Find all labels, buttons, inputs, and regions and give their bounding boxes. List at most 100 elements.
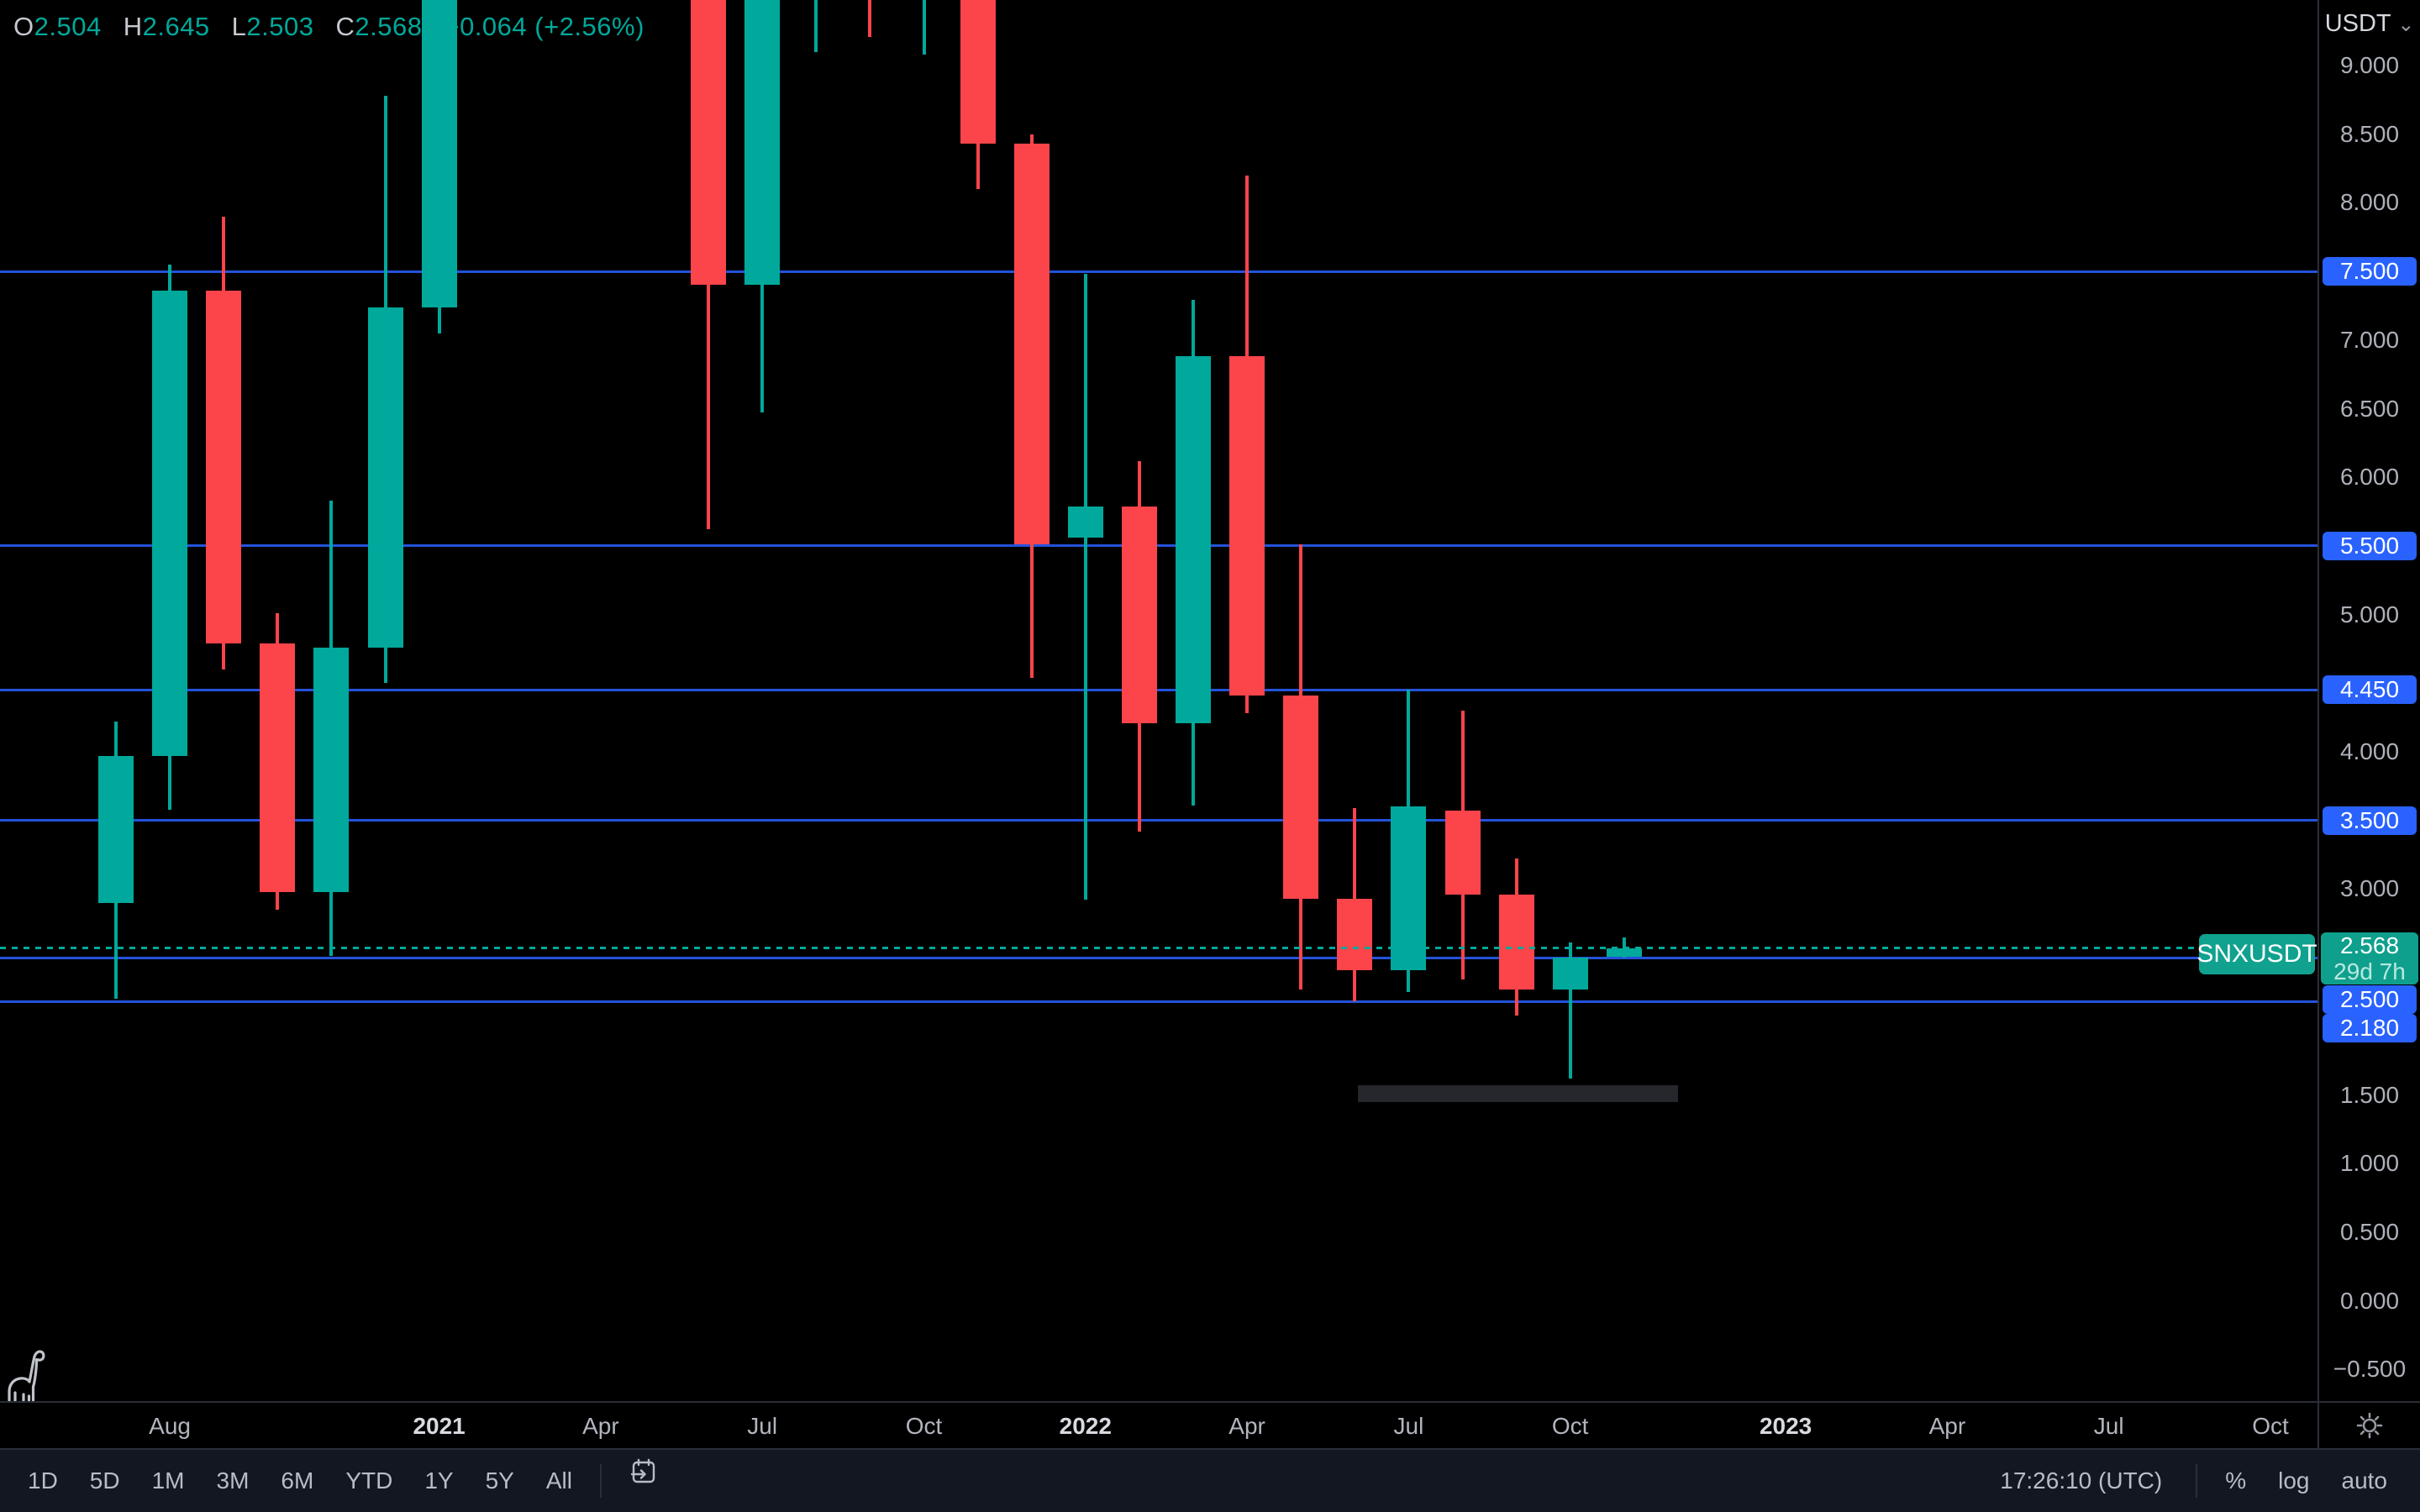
level-label-2.500[interactable]: 2.500 [2323,985,2417,1014]
candle-body-feb-2022 [1121,506,1157,723]
candle-body-aug-2022 [1444,811,1481,895]
price-tick-5.000: 5.000 [2339,601,2400,627]
price-level-line-3.500[interactable] [0,819,2317,822]
price-level-line-4.450[interactable] [0,688,2317,691]
price-tick-−0.500: −0.500 [2333,1356,2407,1383]
price-tick-6.000: 6.000 [2339,464,2400,491]
candle-body-may-2022 [1283,696,1319,899]
high-value: 2.645 [142,12,210,41]
range-button-1m[interactable]: 1M [151,1467,185,1494]
price-tick-4.000: 4.000 [2339,738,2400,764]
level-label-7.500[interactable]: 7.500 [2323,257,2417,286]
candle-wick-sep-2021 [868,0,872,37]
chevron-down-icon: ⌄ [2397,13,2415,36]
candle-body-dec-2021 [1013,144,1050,545]
time-tick-2022[interactable]: 2022 [1059,1413,1112,1439]
symbol-name: SNXUSDT [2196,939,2317,968]
current-price-line [0,947,2317,950]
candle-body-nov-2021 [960,0,996,144]
price-tick-8.000: 8.000 [2339,189,2400,216]
gear-icon [2356,1412,2383,1439]
level-label-2.180[interactable]: 2.180 [2323,1014,2417,1042]
price-tick-7.000: 7.000 [2339,326,2400,353]
level-label-3.500[interactable]: 3.500 [2323,806,2417,835]
candle-body-jul-2021 [744,0,781,286]
auto-scale-button[interactable]: auto [2341,1467,2388,1494]
axis-settings-corner[interactable] [2317,1401,2420,1448]
range-button-3m[interactable]: 3M [216,1467,250,1494]
log-scale-button[interactable]: log [2278,1467,2310,1494]
dinosaur-watermark-icon[interactable] [7,1346,45,1401]
range-button-ytd[interactable]: YTD [345,1467,393,1494]
time-tick-apr[interactable]: Apr [1228,1413,1265,1439]
open-value: 2.504 [34,12,102,41]
level-label-4.450[interactable]: 4.450 [2323,675,2417,705]
candle-body-sep-2022 [1498,894,1534,990]
candle-body-jan-2022 [1067,506,1103,538]
toolbar-divider [2196,1464,2198,1498]
currency-dropdown[interactable]: USDT ⌄ [2319,10,2420,38]
price-level-line-2.180[interactable] [0,1000,2317,1003]
range-button-1y[interactable]: 1Y [424,1467,454,1494]
time-tick-jul[interactable]: Jul [747,1413,778,1439]
open-label: O [13,12,34,41]
session-clock[interactable]: 17:26:10 (UTC) [2000,1467,2163,1494]
candle-wick-aug-2021 [814,0,818,52]
time-tick-aug[interactable]: Aug [149,1413,192,1439]
time-tick-oct[interactable]: Oct [1551,1413,1589,1439]
price-tick-6.500: 6.500 [2339,395,2400,422]
candle-body-nov-2022 [1606,948,1642,958]
candle-body-dec-2020 [367,307,403,648]
low-label: L [231,12,247,41]
candle-body-jul-2022 [1391,806,1427,970]
price-level-line-5.500[interactable] [0,544,2317,548]
low-value: 2.503 [246,12,314,41]
close-value: 2.568 [355,12,423,41]
level-label-5.500[interactable]: 5.500 [2323,531,2417,560]
change-value: +0.064 (+2.56%) [444,12,644,41]
currency-label: USDT [2324,10,2391,37]
high-label: H [123,12,143,41]
close-label: C [335,12,355,41]
time-tick-jul[interactable]: Jul [2093,1413,2124,1439]
time-axis[interactable]: Aug 2021 Apr Jul Oct 2022 Apr Jul Oct 2023 Apr Jul O… [0,1401,2317,1448]
time-tick-apr[interactable]: Apr [582,1413,619,1439]
candle-body-aug-2020 [152,290,188,756]
candle-wick-oct-2021 [922,0,926,55]
last-price-label[interactable]: 2.568 29d 7h [2321,932,2418,984]
range-button-5d[interactable]: 5D [89,1467,120,1494]
range-box-drawing[interactable] [1358,1085,1678,1102]
price-level-line-7.500[interactable] [0,270,2317,273]
time-tick-2023[interactable]: 2023 [1759,1413,1812,1439]
percent-scale-button[interactable]: % [2225,1467,2247,1494]
bar-countdown: 29d 7h [2333,958,2406,984]
price-axis[interactable]: USDT ⌄ 9.000 8.500 8.000 7.000 6.500 6.000 5.0… [2317,0,2420,1448]
price-tick-8.500: 8.500 [2339,120,2400,147]
price-tick-1.000: 1.000 [2339,1150,2400,1177]
candle-body-apr-2022 [1229,356,1265,696]
range-button-1d[interactable]: 1D [28,1467,58,1494]
time-tick-oct[interactable]: Oct [905,1413,943,1439]
price-tick-1.500: 1.500 [2339,1081,2400,1108]
symbol-price-tag[interactable]: SNXUSDT [2196,933,2317,974]
range-button-6m[interactable]: 6M [281,1467,314,1494]
calendar-arrow-icon [630,1458,655,1483]
chart-surface[interactable]: O2.504 H2.645 L2.503 C2.568 +0.064 (+2.56%) … [0,0,2317,1401]
time-tick-apr[interactable]: Apr [1928,1413,1966,1439]
price-level-line-2.500[interactable] [0,956,2317,959]
candle-body-mar-2022 [1176,356,1211,723]
candle-body-nov-2020 [313,647,350,892]
time-tick-jul[interactable]: Jul [1393,1413,1424,1439]
candle-body-jul-2020 [98,755,134,903]
time-tick-2021[interactable]: 2021 [413,1413,466,1439]
ohlc-legend: O2.504 H2.645 L2.503 C2.568 +0.064 (+2.56%) [13,12,644,42]
range-button-5y[interactable]: 5Y [485,1467,514,1494]
price-tick-3.000: 3.000 [2339,875,2400,902]
range-button-all[interactable]: All [545,1467,572,1494]
price-tick-0.000: 0.000 [2339,1287,2400,1314]
time-tick-oct[interactable]: Oct [2252,1413,2289,1439]
go-to-date-button[interactable] [613,1457,674,1504]
toolbar-right: 17:26:10 (UTC) % log auto [1978,1457,2420,1504]
price-tick-0.500: 0.500 [2339,1218,2400,1245]
